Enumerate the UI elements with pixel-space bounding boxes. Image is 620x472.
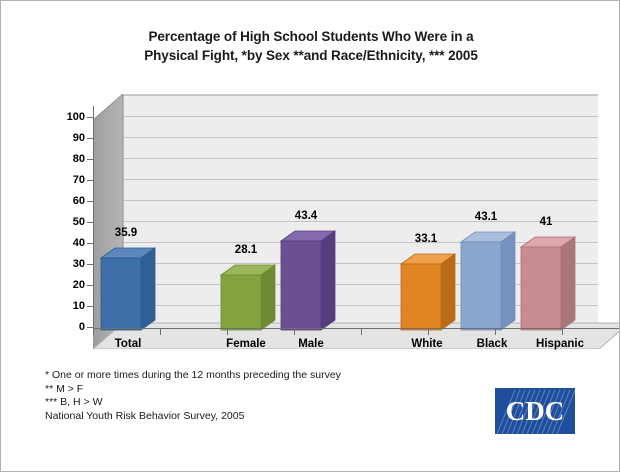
y-axis-label-100: 100 xyxy=(66,111,85,123)
footnote-source: National Youth Risk Behavior Survey, 200… xyxy=(45,409,245,422)
cdc-logo-text: CDC xyxy=(506,396,565,426)
chart-back-wall xyxy=(123,94,598,328)
bar-female[interactable] xyxy=(219,264,277,336)
footnote-2: ** M > F xyxy=(45,382,84,395)
bar-value-female: 28.1 xyxy=(234,244,258,256)
x-axis-label-hispanic: Hispanic xyxy=(536,338,584,350)
y-axis-label-70: 70 xyxy=(72,174,85,186)
bar-value-male: 43.4 xyxy=(294,210,318,222)
x-axis-label-total: Total xyxy=(114,338,142,350)
bar-value-total: 35.9 xyxy=(114,227,138,239)
footnote-3: *** B, H > W xyxy=(45,396,103,408)
bar-value-hispanic: 41 xyxy=(539,216,553,228)
x-axis-label-black: Black xyxy=(476,338,508,350)
bar-total[interactable] xyxy=(99,247,157,336)
x-axis-line xyxy=(93,328,619,329)
footnotes: * One or more times during the 12 months… xyxy=(45,369,341,423)
x-axis-label-white: White xyxy=(411,338,443,350)
chart-title: Percentage of High School Students Who W… xyxy=(1,27,619,65)
plot-area: 35.9 28.1 43.4 33 xyxy=(57,89,619,350)
y-axis-label-0: 0 xyxy=(78,321,85,333)
bar-male[interactable] xyxy=(279,230,337,336)
y-axis-label-90: 90 xyxy=(72,132,85,144)
y-axis-label-30: 30 xyxy=(72,258,85,270)
footnote-1: * One or more times during the 12 months… xyxy=(45,369,341,381)
bar-black[interactable] xyxy=(459,231,517,336)
x-axis-label-female: Female xyxy=(226,338,266,350)
y-axis-label-60: 60 xyxy=(72,195,85,207)
y-axis-label-80: 80 xyxy=(72,153,85,165)
bar-value-black: 43.1 xyxy=(474,211,498,223)
y-axis-label-50: 50 xyxy=(72,216,85,228)
bar-hispanic[interactable] xyxy=(519,236,577,336)
y-axis-label-10: 10 xyxy=(72,300,85,312)
chart-title-line-2: Physical Fight, *by Sex **and Race/Ethni… xyxy=(144,48,478,63)
y-axis-label-20: 20 xyxy=(72,279,85,291)
bar-white[interactable] xyxy=(399,253,457,336)
x-axis-label-male: Male xyxy=(298,338,324,350)
y-axis-line xyxy=(93,106,94,328)
bar-value-white: 33.1 xyxy=(414,233,438,245)
y-axis-label-40: 40 xyxy=(72,237,85,249)
cdc-logo: CDC xyxy=(495,388,575,434)
chart-title-line-1: Percentage of High School Students Who W… xyxy=(148,29,474,44)
